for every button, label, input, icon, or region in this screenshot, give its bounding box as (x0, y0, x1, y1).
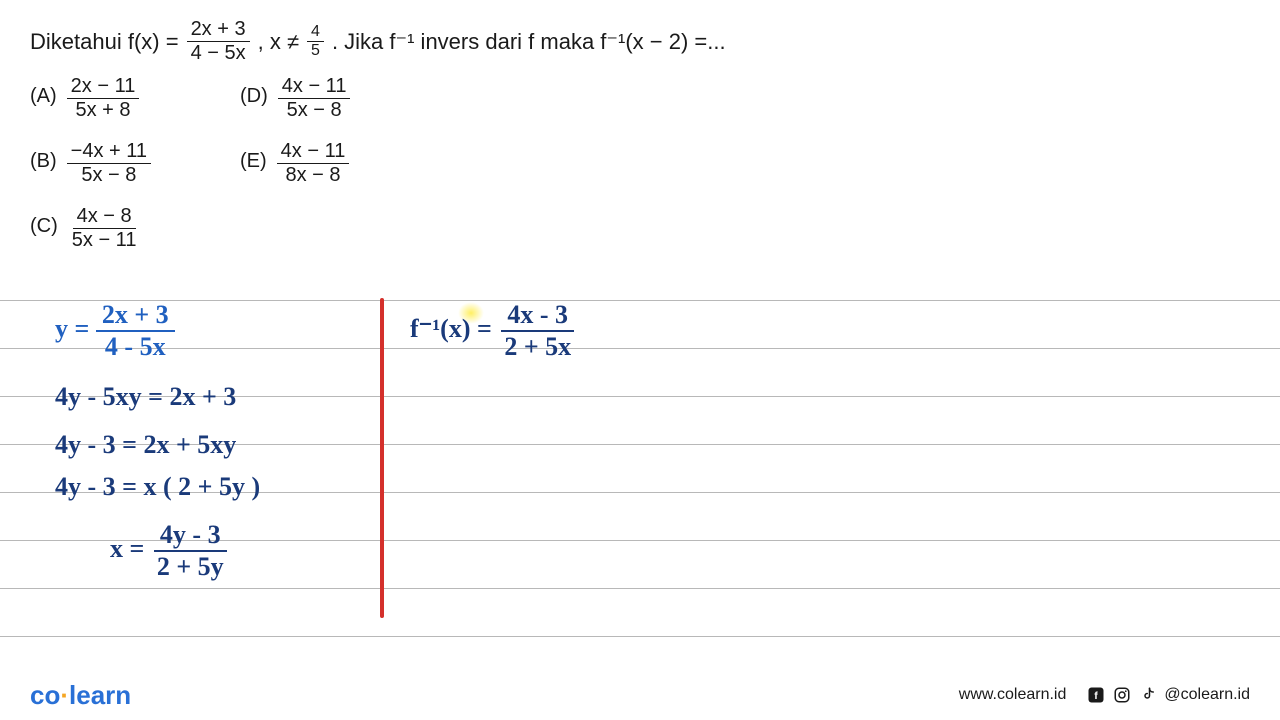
question: Diketahui f(x) = 2x + 3 4 − 5x , x ≠ 4 5… (0, 0, 1280, 65)
ruled-line (0, 348, 1280, 349)
work-line2: 4y - 5xy = 2x + 3 (55, 382, 236, 412)
social-icons: f @colearn.id (1086, 685, 1250, 705)
logo-dot-icon: · (60, 680, 69, 710)
q-frac1: 2x + 3 4 − 5x (187, 18, 250, 65)
footer-url: www.colearn.id (959, 686, 1067, 704)
option-c: (C) 4x − 8 5x − 11 (30, 205, 230, 252)
options: (A) 2x − 11 5x + 8 (D) 4x − 11 5x − 8 (B… (0, 65, 1280, 252)
svg-text:f: f (1095, 690, 1099, 702)
instagram-icon (1112, 685, 1132, 705)
work-line4: 4y - 3 = x ( 2 + 5y ) (55, 472, 260, 502)
footer-handle: @colearn.id (1164, 686, 1250, 704)
ruled-line (0, 588, 1280, 589)
ruled-line (0, 636, 1280, 637)
option-d: (D) 4x − 11 5x − 8 (240, 75, 440, 122)
tiktok-icon (1138, 685, 1158, 705)
logo: co·learn (30, 680, 131, 711)
q-prefix: Diketahui f(x) = (30, 29, 179, 55)
option-e: (E) 4x − 11 8x − 8 (240, 140, 440, 187)
q-mid1: , x ≠ (258, 29, 299, 55)
work-right1: f⁻¹(x) = 4x - 3 2 + 5x (410, 300, 577, 362)
work-line5: x = 4y - 3 2 + 5y (110, 520, 230, 582)
footer: co·learn www.colearn.id f @colearn.id (0, 670, 1280, 720)
ruled-line (0, 300, 1280, 301)
option-a: (A) 2x − 11 5x + 8 (30, 75, 230, 122)
q-mid2: . Jika f⁻¹ invers dari f maka f⁻¹(x − 2)… (332, 29, 726, 55)
work-line1: y = 2x + 3 4 - 5x (55, 300, 175, 362)
work-line3: 4y - 3 = 2x + 5xy (55, 430, 236, 460)
footer-right: www.colearn.id f @colearn.id (959, 685, 1250, 705)
option-b: (B) −4x + 11 5x − 8 (30, 140, 230, 187)
facebook-icon: f (1086, 685, 1106, 705)
q-frac2: 4 5 (307, 23, 324, 60)
question-text: Diketahui f(x) = 2x + 3 4 − 5x , x ≠ 4 5… (30, 18, 1250, 65)
red-divider (380, 298, 384, 618)
